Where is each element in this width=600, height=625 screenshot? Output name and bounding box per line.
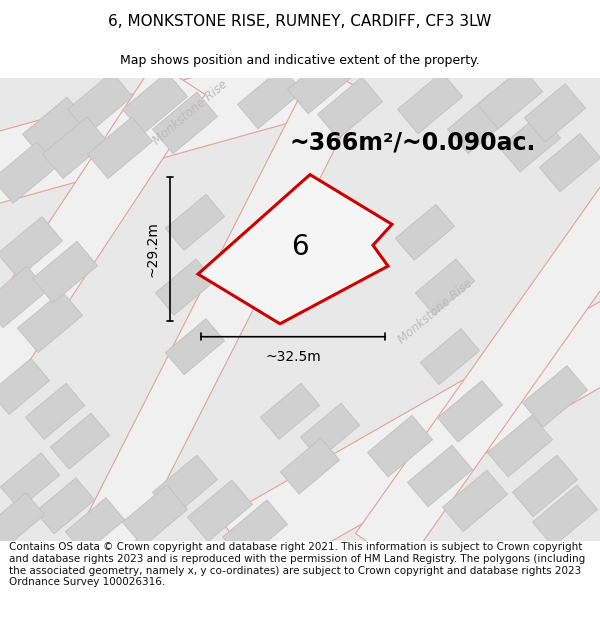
Polygon shape <box>0 359 50 414</box>
Polygon shape <box>421 329 479 384</box>
Polygon shape <box>398 72 463 134</box>
Text: 6: 6 <box>291 233 309 261</box>
Polygon shape <box>287 52 352 114</box>
Polygon shape <box>355 166 600 568</box>
Text: ~32.5m: ~32.5m <box>265 349 321 364</box>
Polygon shape <box>88 117 152 179</box>
Polygon shape <box>166 194 224 251</box>
Polygon shape <box>122 72 187 134</box>
Text: Map shows position and indicative extent of the property.: Map shows position and indicative extent… <box>120 54 480 68</box>
Text: ~29.2m: ~29.2m <box>145 221 159 277</box>
Polygon shape <box>260 383 320 439</box>
Polygon shape <box>152 455 217 517</box>
Polygon shape <box>512 455 577 517</box>
Text: Contains OS data © Crown copyright and database right 2021. This information is : Contains OS data © Crown copyright and d… <box>9 542 585 587</box>
Polygon shape <box>368 416 433 477</box>
Text: Monkstone Rise: Monkstone Rise <box>395 277 475 347</box>
Polygon shape <box>43 117 107 179</box>
Polygon shape <box>25 383 85 439</box>
Text: Monkstone Rise: Monkstone Rise <box>150 78 230 148</box>
Polygon shape <box>395 204 455 260</box>
Polygon shape <box>0 142 58 203</box>
Polygon shape <box>0 62 205 398</box>
Polygon shape <box>0 44 329 206</box>
Polygon shape <box>198 174 392 324</box>
Polygon shape <box>539 134 600 192</box>
Polygon shape <box>17 291 82 352</box>
Polygon shape <box>478 68 542 129</box>
Polygon shape <box>0 492 44 549</box>
Polygon shape <box>524 84 586 142</box>
Polygon shape <box>499 114 560 172</box>
Polygon shape <box>221 289 600 583</box>
Polygon shape <box>317 78 382 139</box>
Polygon shape <box>448 92 512 154</box>
Polygon shape <box>0 216 62 278</box>
Text: ~366m²/~0.090ac.: ~366m²/~0.090ac. <box>290 131 536 155</box>
Polygon shape <box>155 259 215 315</box>
Polygon shape <box>23 97 88 159</box>
Polygon shape <box>301 403 359 459</box>
Polygon shape <box>166 319 224 374</box>
Polygon shape <box>407 445 472 507</box>
Polygon shape <box>223 500 287 561</box>
Polygon shape <box>523 366 587 427</box>
Polygon shape <box>68 72 133 134</box>
Polygon shape <box>188 480 253 541</box>
Polygon shape <box>152 92 217 154</box>
Polygon shape <box>50 413 110 469</box>
Polygon shape <box>1 453 59 509</box>
Polygon shape <box>35 478 95 534</box>
Polygon shape <box>437 381 502 442</box>
Polygon shape <box>238 68 302 129</box>
Polygon shape <box>76 66 365 563</box>
Polygon shape <box>0 266 47 328</box>
Polygon shape <box>65 498 125 554</box>
Polygon shape <box>415 259 475 315</box>
Text: 6, MONKSTONE RISE, RUMNEY, CARDIFF, CF3 3LW: 6, MONKSTONE RISE, RUMNEY, CARDIFF, CF3 … <box>109 14 491 29</box>
Polygon shape <box>488 416 553 477</box>
Polygon shape <box>443 470 508 532</box>
Polygon shape <box>32 241 97 302</box>
Polygon shape <box>533 485 598 546</box>
Polygon shape <box>122 485 187 546</box>
Polygon shape <box>280 438 340 494</box>
